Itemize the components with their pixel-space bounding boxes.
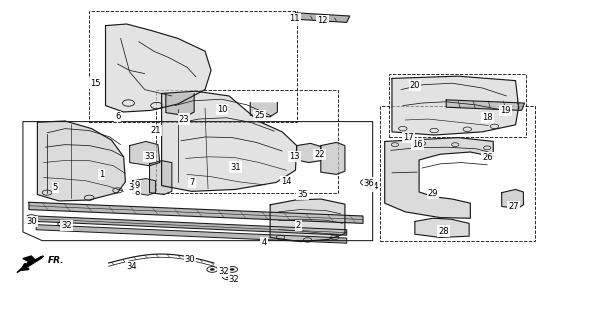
Text: 26: 26 xyxy=(482,153,493,162)
Text: 1: 1 xyxy=(99,170,104,179)
Circle shape xyxy=(210,268,215,271)
Text: 17: 17 xyxy=(403,133,414,142)
Polygon shape xyxy=(133,179,156,195)
Text: 4: 4 xyxy=(262,238,267,247)
Circle shape xyxy=(364,181,369,184)
Bar xyxy=(380,106,535,241)
Text: 9: 9 xyxy=(135,181,140,190)
Circle shape xyxy=(61,223,66,225)
Polygon shape xyxy=(446,100,525,110)
Text: 3: 3 xyxy=(129,183,134,192)
Text: 28: 28 xyxy=(438,227,449,236)
Text: 14: 14 xyxy=(281,177,292,186)
Polygon shape xyxy=(385,138,493,218)
Bar xyxy=(389,74,526,137)
Text: 16: 16 xyxy=(412,140,423,149)
Text: 35: 35 xyxy=(297,190,308,199)
Bar xyxy=(89,11,297,122)
Polygon shape xyxy=(415,218,469,237)
Polygon shape xyxy=(37,121,125,201)
Text: 13: 13 xyxy=(289,152,300,161)
Text: 32: 32 xyxy=(218,267,229,276)
Text: 21: 21 xyxy=(150,126,161,135)
Text: 24: 24 xyxy=(368,182,379,191)
Text: 7: 7 xyxy=(189,178,194,187)
Text: 32: 32 xyxy=(61,221,72,230)
Text: FR.: FR. xyxy=(48,256,65,265)
Polygon shape xyxy=(106,24,211,112)
Polygon shape xyxy=(17,256,43,273)
Text: 5: 5 xyxy=(53,183,58,192)
Polygon shape xyxy=(36,225,347,243)
Text: 25: 25 xyxy=(254,111,265,120)
Polygon shape xyxy=(270,199,345,242)
Polygon shape xyxy=(392,76,519,135)
Text: 15: 15 xyxy=(90,79,101,88)
Text: 29: 29 xyxy=(428,189,438,198)
Text: 2: 2 xyxy=(296,221,301,230)
Circle shape xyxy=(226,276,230,278)
Text: 20: 20 xyxy=(409,81,420,90)
Text: 22: 22 xyxy=(314,150,325,159)
Polygon shape xyxy=(130,141,160,166)
Text: 36: 36 xyxy=(364,179,374,188)
Polygon shape xyxy=(29,202,363,223)
Text: 12: 12 xyxy=(317,16,328,25)
Polygon shape xyxy=(295,13,350,22)
Polygon shape xyxy=(162,91,297,191)
Text: 31: 31 xyxy=(230,163,241,172)
Text: 6: 6 xyxy=(115,112,120,121)
Text: 23: 23 xyxy=(178,115,189,124)
Text: 34: 34 xyxy=(126,262,137,271)
Text: 30: 30 xyxy=(185,255,195,264)
Polygon shape xyxy=(166,93,194,116)
Text: 32: 32 xyxy=(229,275,239,284)
Text: 30: 30 xyxy=(26,217,37,226)
Text: 19: 19 xyxy=(500,106,511,115)
Text: 33: 33 xyxy=(144,152,155,161)
Polygon shape xyxy=(297,143,321,163)
Text: 18: 18 xyxy=(482,113,493,122)
Text: 27: 27 xyxy=(508,202,519,211)
Circle shape xyxy=(230,268,235,271)
Polygon shape xyxy=(36,216,347,235)
Polygon shape xyxy=(321,142,345,174)
Polygon shape xyxy=(502,189,523,209)
Bar xyxy=(156,90,338,193)
Text: 11: 11 xyxy=(289,14,300,23)
Polygon shape xyxy=(150,161,172,195)
Text: 8: 8 xyxy=(135,188,140,197)
Polygon shape xyxy=(250,102,277,117)
Text: 10: 10 xyxy=(216,105,227,114)
